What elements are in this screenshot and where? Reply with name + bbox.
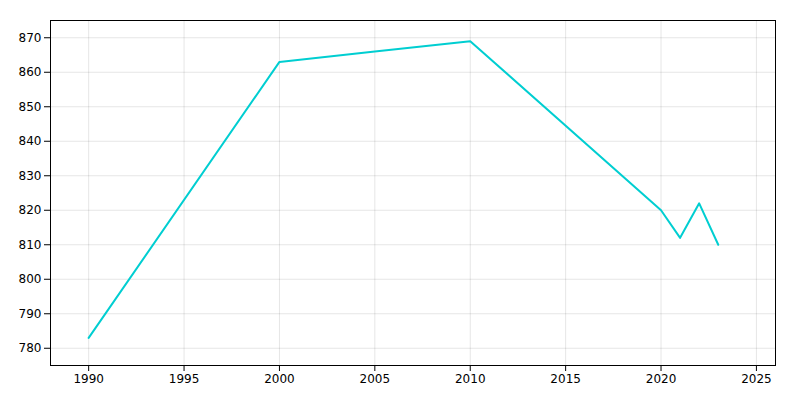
svg-text:800: 800: [19, 272, 42, 286]
svg-text:2010: 2010: [455, 372, 486, 386]
svg-text:2015: 2015: [550, 372, 581, 386]
svg-text:2020: 2020: [646, 372, 677, 386]
svg-text:810: 810: [19, 238, 42, 252]
svg-text:2005: 2005: [360, 372, 391, 386]
svg-text:780: 780: [19, 341, 42, 355]
svg-text:1990: 1990: [73, 372, 104, 386]
svg-text:2025: 2025: [741, 372, 772, 386]
svg-text:870: 870: [19, 31, 42, 45]
svg-text:790: 790: [19, 307, 42, 321]
svg-text:1995: 1995: [169, 372, 200, 386]
svg-text:850: 850: [19, 100, 42, 114]
svg-text:820: 820: [19, 203, 42, 217]
svg-text:2000: 2000: [264, 372, 295, 386]
svg-text:830: 830: [19, 169, 42, 183]
svg-text:860: 860: [19, 65, 42, 79]
svg-text:840: 840: [19, 134, 42, 148]
